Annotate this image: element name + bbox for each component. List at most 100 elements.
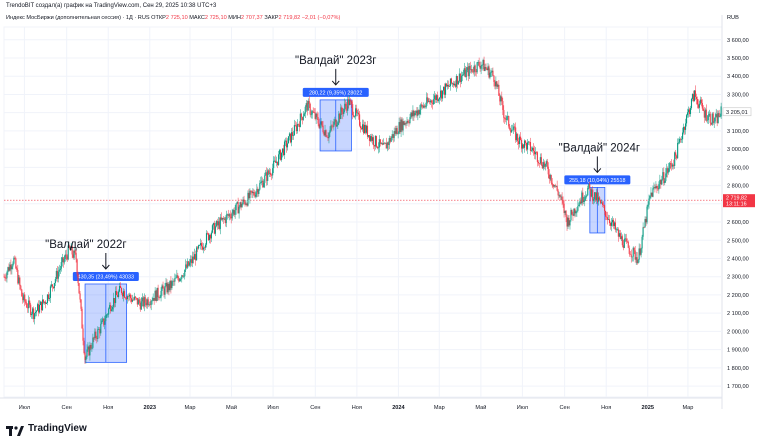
candle-body	[622, 245, 624, 248]
x-tick-label: Май	[226, 404, 237, 411]
y-tick-label: 2 100,00	[727, 311, 749, 317]
candle-body	[578, 204, 580, 207]
candle-body	[680, 138, 682, 140]
candle-body	[35, 311, 37, 314]
candle-body	[654, 187, 656, 189]
candle-body	[662, 172, 664, 180]
candle-body	[515, 127, 517, 141]
candle-body	[258, 189, 260, 194]
tradingview-brand[interactable]: TradingView	[28, 422, 87, 434]
candle-body	[603, 204, 605, 206]
candle-body	[226, 214, 228, 215]
candle-body	[249, 190, 251, 199]
candle-body	[100, 323, 102, 334]
candle-body	[697, 104, 699, 108]
candle-body	[85, 356, 87, 360]
candle-body	[311, 111, 313, 115]
candle-body	[180, 278, 182, 280]
candle-body	[372, 137, 374, 146]
candle-body	[691, 94, 694, 99]
candle-body	[46, 294, 49, 303]
candle-body	[456, 76, 458, 85]
candle-body	[160, 290, 162, 298]
x-axis[interactable]: Июл Сен Ноя 2023 Мар Май Июл Сен Ноя 2024 Мар Май Ию…	[19, 404, 694, 411]
candle-body	[128, 294, 130, 297]
candle-body	[340, 107, 342, 120]
candle-body	[410, 112, 412, 118]
candle-body	[49, 286, 51, 298]
candle-body	[420, 104, 422, 110]
candle-body	[294, 125, 296, 126]
candle-body	[143, 297, 145, 307]
candle-body	[559, 194, 561, 197]
candle-body	[230, 216, 232, 219]
symbol-name[interactable]: Индекс МосБиржи (дополнительная сессия) …	[6, 15, 150, 21]
candle-body	[32, 308, 34, 314]
candle-body	[676, 155, 678, 159]
candle-body	[117, 295, 119, 297]
candle-body	[455, 76, 457, 87]
candle-body	[350, 100, 352, 102]
candle-body	[500, 96, 502, 102]
candle-body	[480, 65, 482, 69]
candle-body	[105, 315, 107, 322]
candle-body	[614, 222, 616, 230]
candle-body	[426, 97, 428, 106]
candle-body	[168, 283, 170, 291]
candle-body	[580, 201, 582, 204]
candle-body	[348, 99, 350, 106]
candle-body	[110, 305, 112, 312]
candle-body	[407, 120, 409, 123]
candle-body	[238, 206, 240, 214]
candle-body	[428, 100, 430, 102]
down-arrow-head-icon	[331, 80, 340, 86]
last-price-countdown: 13:11:16	[726, 201, 747, 207]
candle-body	[236, 202, 238, 204]
x-tick-label: Июл	[517, 405, 528, 411]
candle-body	[443, 86, 446, 95]
candle-body	[412, 110, 414, 117]
candle-body	[683, 126, 685, 133]
candle-body	[338, 113, 340, 123]
candle-body	[21, 289, 23, 297]
x-tick-label: Июл	[267, 405, 278, 411]
candle-body	[403, 121, 405, 125]
candle-body	[574, 208, 576, 214]
candle-body	[356, 108, 358, 114]
candle-body	[255, 192, 257, 197]
candle-body	[542, 162, 544, 169]
candle-body	[212, 223, 214, 226]
candle-body	[173, 280, 175, 282]
candle-body	[257, 188, 259, 194]
candle-body	[647, 204, 649, 207]
candle-body	[193, 256, 195, 260]
candle-body	[545, 161, 547, 164]
candle-body	[405, 123, 407, 124]
candle-body	[120, 286, 122, 289]
candle-body	[115, 291, 117, 304]
candle-body	[551, 182, 553, 185]
candle-body	[186, 264, 188, 268]
candle-body	[414, 113, 416, 116]
candle-body	[482, 59, 484, 65]
candle-body	[650, 192, 652, 196]
candle-body	[416, 110, 418, 116]
candle-body	[136, 297, 138, 305]
candle-body	[248, 192, 250, 199]
candle-body	[97, 329, 99, 339]
candle-body	[111, 309, 113, 312]
candle-body	[643, 227, 645, 228]
candle-body	[141, 297, 143, 302]
footer: TradingView	[6, 421, 87, 436]
candle-body	[511, 129, 513, 133]
candle-body	[358, 112, 360, 115]
candle-body	[281, 148, 284, 153]
tradingview-logo-icon[interactable]	[6, 423, 24, 436]
candle-body	[191, 259, 193, 264]
candle-body	[522, 144, 524, 149]
candle-body	[215, 221, 217, 227]
candle-body	[369, 136, 372, 141]
candle-body	[174, 278, 176, 282]
y-axis[interactable]: 3 600,003 500,003 400,003 300,003 200,00…	[722, 38, 755, 390]
